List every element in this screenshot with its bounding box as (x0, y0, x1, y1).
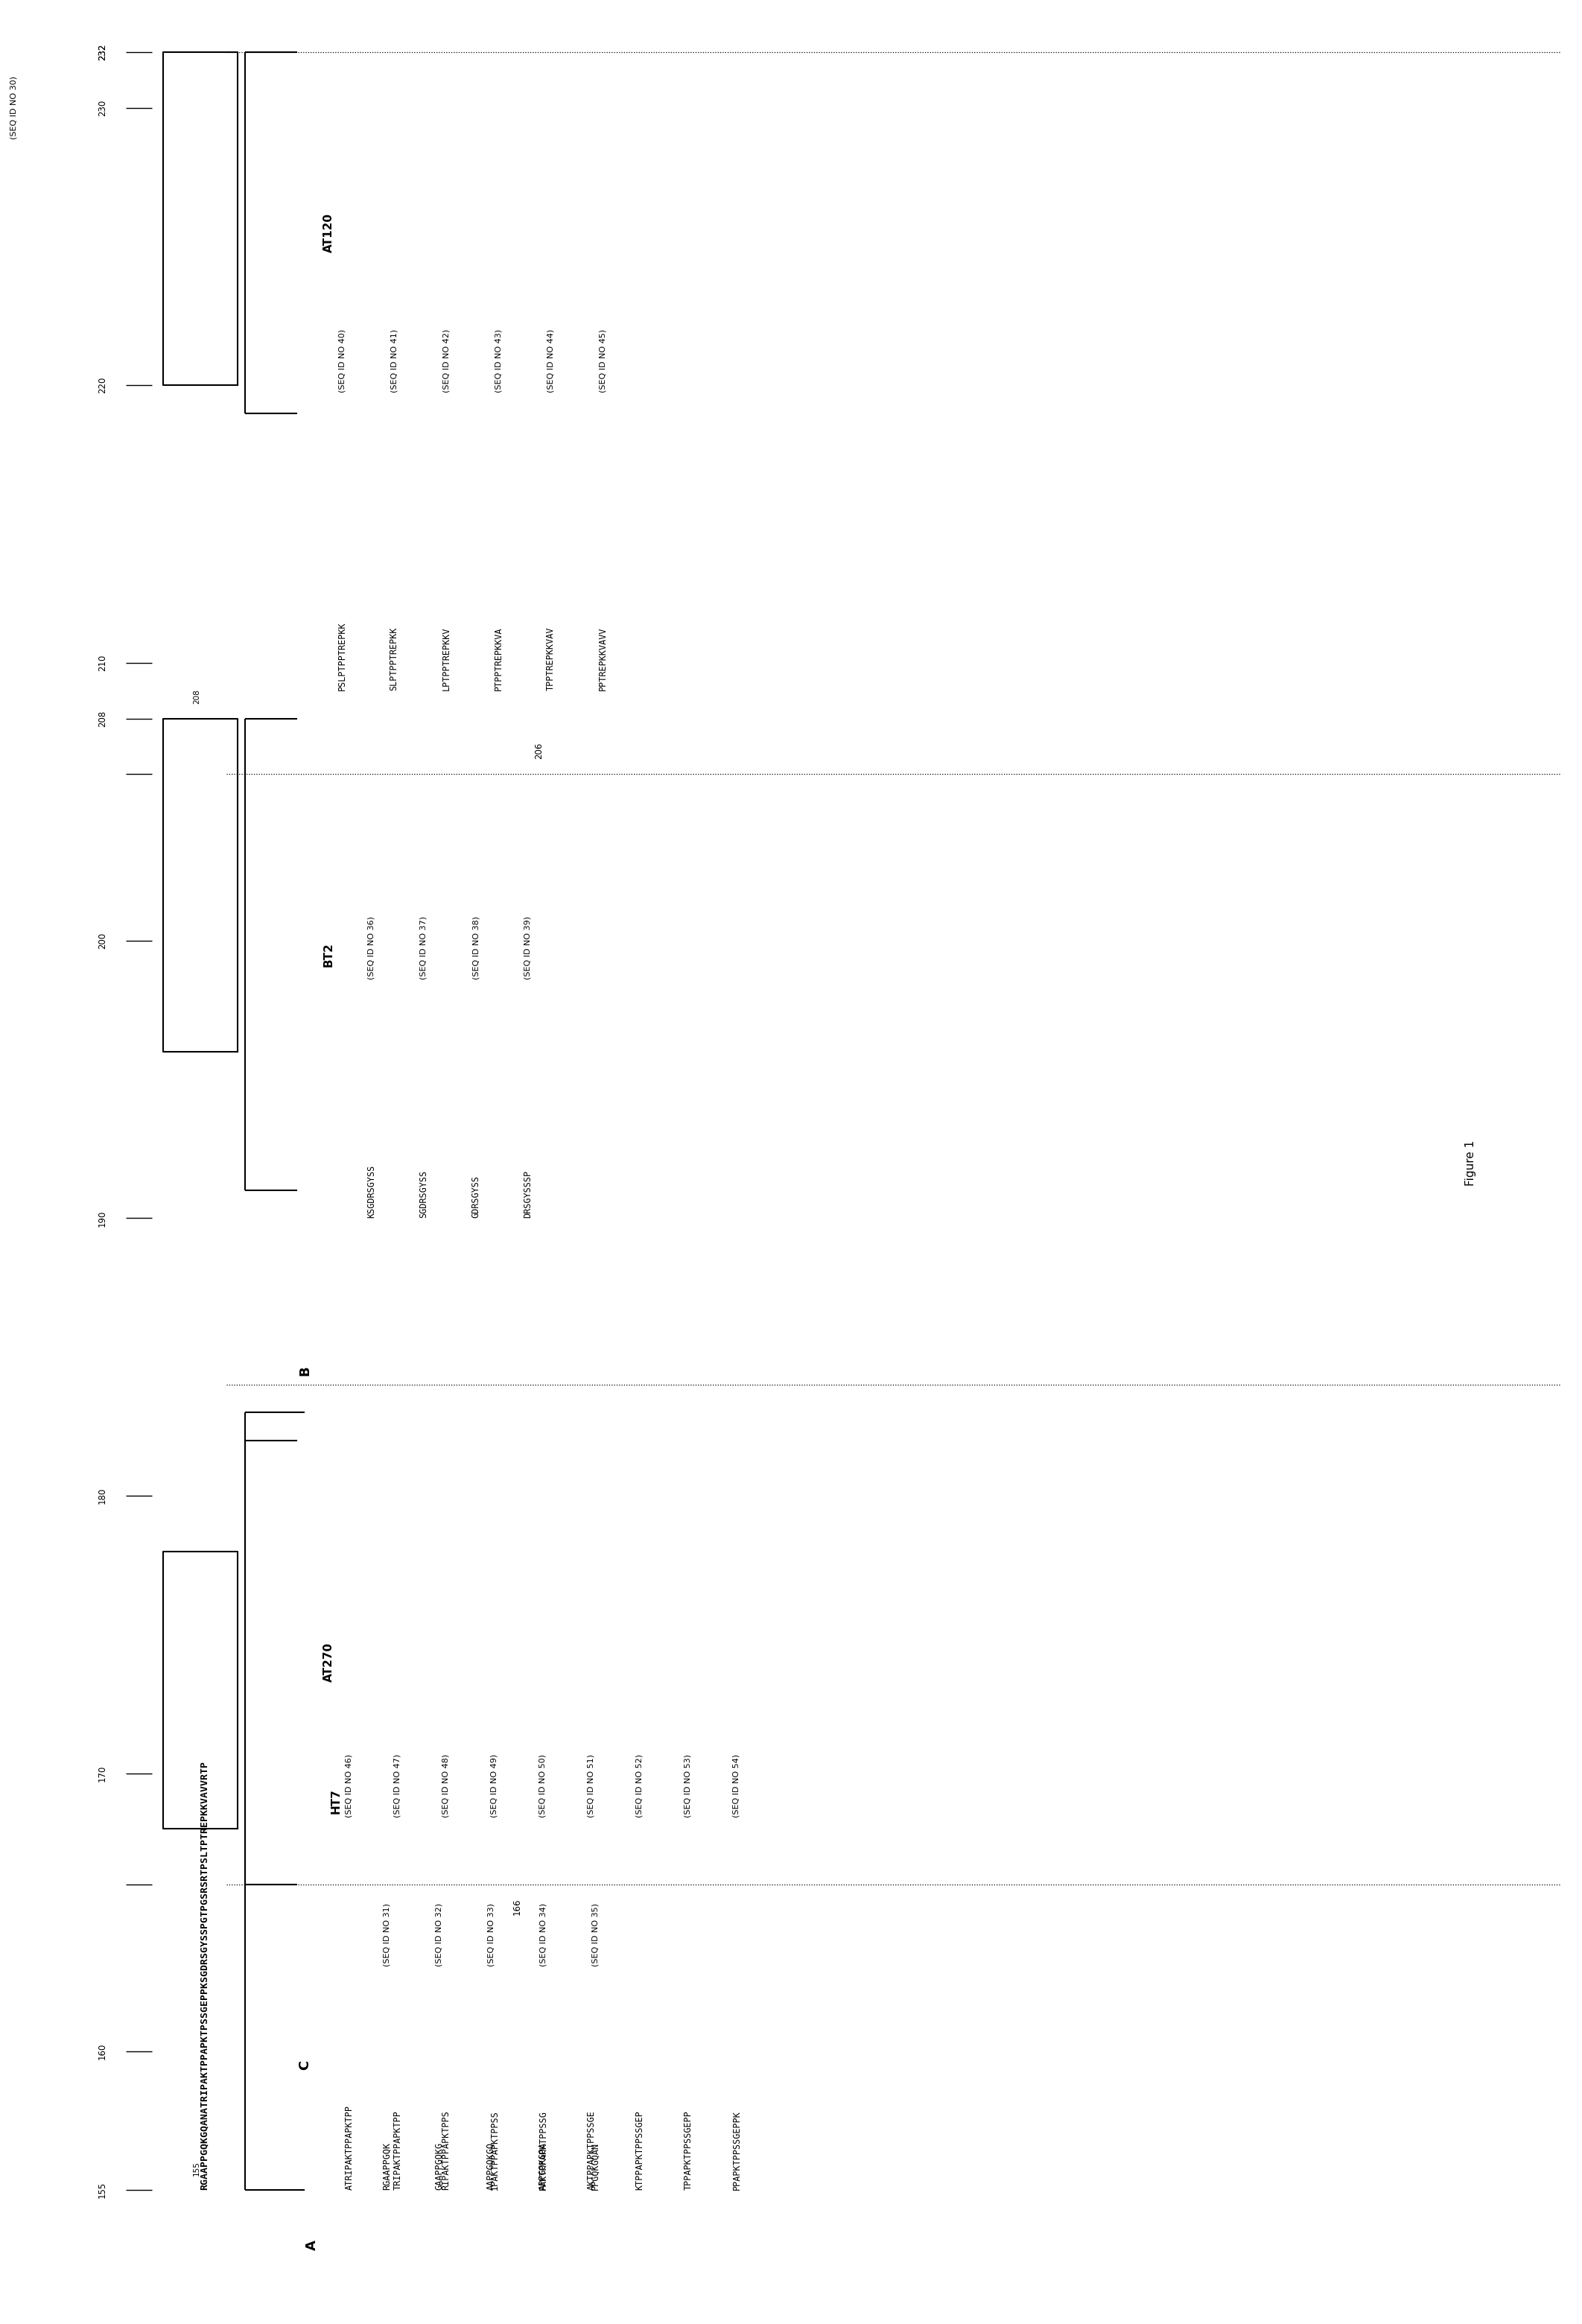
Text: TPPTREPKKVAV: TPPTREPKKVAV (546, 627, 555, 690)
Text: SLPTPPTREPKK: SLPTPPTREPKK (389, 627, 399, 690)
Text: (SEQ ID NO 52): (SEQ ID NO 52) (636, 1755, 644, 1817)
Text: (SEQ ID NO 46): (SEQ ID NO 46) (345, 1755, 353, 1817)
Text: (SEQ ID NO 37): (SEQ ID NO 37) (421, 916, 427, 981)
Text: AT120: AT120 (323, 214, 334, 253)
Text: (SEQ ID NO 43): (SEQ ID NO 43) (495, 330, 501, 393)
Text: Figure 1: Figure 1 (1465, 1139, 1476, 1185)
Text: RGAAPPGQK: RGAAPPGQK (381, 2143, 391, 2189)
Text: PPTREPKKVAVV: PPTREPKKVAVV (598, 627, 607, 690)
Text: (SEQ ID NO 40): (SEQ ID NO 40) (339, 330, 345, 393)
Text: (SEQ ID NO 34): (SEQ ID NO 34) (539, 1903, 547, 1966)
Text: 155: 155 (193, 2161, 201, 2175)
Text: AAPPGQKGQ: AAPPGQKGQ (486, 2143, 495, 2189)
Text: PPGQKGQAN: PPGQKGQAN (590, 2143, 600, 2189)
Text: 230: 230 (98, 100, 108, 116)
Text: (SEQ ID NO 38): (SEQ ID NO 38) (471, 916, 479, 981)
Text: 160: 160 (98, 2043, 108, 2059)
Text: (SEQ ID NO 53): (SEQ ID NO 53) (685, 1755, 691, 1817)
Text: 232: 232 (98, 44, 108, 60)
Text: TPPAPKTPPSSGEPP: TPPAPKTPPSSGEPP (683, 2110, 693, 2189)
Text: TRIPAKTPPAPKTPP: TRIPAKTPPAPKTPP (392, 2110, 402, 2189)
Text: GDRSGYSS: GDRSGYSS (471, 1176, 481, 1218)
Text: (SEQ ID NO 41): (SEQ ID NO 41) (391, 330, 397, 393)
Text: (SEQ ID NO 51): (SEQ ID NO 51) (587, 1755, 595, 1817)
Text: PTPPTREPKKVA: PTPPTREPKKVA (494, 627, 503, 690)
Text: HT7: HT7 (331, 1789, 342, 1813)
Text: AT270: AT270 (323, 1643, 334, 1683)
Text: (SEQ ID NO 35): (SEQ ID NO 35) (592, 1903, 600, 1966)
Text: (SEQ ID NO 49): (SEQ ID NO 49) (490, 1755, 498, 1817)
Text: 208: 208 (193, 688, 201, 704)
Text: RGAAPPGQKGQANATRIPAKTPPAPKTPSSGEPPKSGDRSGYSSPGTPGSRSRTPSLTPTREPKKVAVVRTP: RGAAPPGQKGQANATRIPAKTPPAPKTPSSGEPPKSGDRS… (199, 1762, 209, 2189)
Text: 206: 206 (535, 741, 544, 760)
Text: (SEQ ID NO 44): (SEQ ID NO 44) (547, 330, 554, 393)
Text: 170: 170 (98, 1766, 108, 1783)
Text: PPAPKTPPSSGEPPK: PPAPKTPPSSGEPPK (732, 2110, 742, 2189)
Text: 190: 190 (98, 1211, 108, 1227)
Text: 208: 208 (98, 711, 108, 727)
Text: C: C (297, 2059, 312, 2071)
Text: (SEQ ID NO 54): (SEQ ID NO 54) (732, 1755, 740, 1817)
Text: BT2: BT2 (323, 941, 334, 967)
Text: AKTPPAPKTPPSSGE: AKTPPAPKTPPSSGE (587, 2110, 596, 2189)
Text: 155: 155 (98, 2182, 108, 2199)
Text: SGDRSGYSS: SGDRSGYSS (419, 1171, 429, 1218)
Text: 180: 180 (98, 1487, 108, 1504)
Text: (SEQ ID NO 32): (SEQ ID NO 32) (435, 1903, 443, 1966)
Text: (SEQ ID NO 42): (SEQ ID NO 42) (443, 330, 449, 393)
Text: (SEQ ID NO 39): (SEQ ID NO 39) (524, 916, 532, 981)
Text: (SEQ ID NO 48): (SEQ ID NO 48) (443, 1755, 449, 1817)
Text: PSLPTPPTREPKK: PSLPTPPTREPKK (337, 623, 346, 690)
Text: (SEQ ID NO 45): (SEQ ID NO 45) (600, 330, 606, 393)
Text: DRSGYSSSP: DRSGYSSSP (524, 1171, 533, 1218)
Text: B: B (297, 1367, 312, 1376)
Text: A: A (305, 2240, 320, 2250)
Text: 232: 232 (98, 44, 108, 60)
Text: ATRIPAKTPPAPKTPP: ATRIPAKTPPAPKTPP (345, 2106, 354, 2189)
Text: 166: 166 (513, 1899, 522, 1915)
Text: (SEQ ID NO 31): (SEQ ID NO 31) (383, 1903, 391, 1966)
Text: PAKTPPAPKTPPSSG: PAKTPPAPKTPPSSG (538, 2110, 547, 2189)
Text: (SEQ ID NO 30): (SEQ ID NO 30) (11, 77, 17, 139)
Text: RIPAKTPPAPKTPPS: RIPAKTPPAPKTPPS (441, 2110, 451, 2189)
Text: (SEQ ID NO 50): (SEQ ID NO 50) (539, 1755, 547, 1817)
Text: GAAPPGQKG: GAAPPGQKG (433, 2143, 443, 2189)
Text: 220: 220 (98, 376, 108, 393)
Text: KTPPAPKTPPSSGEP: KTPPAPKTPPSSGEP (634, 2110, 644, 2189)
Text: (SEQ ID NO 47): (SEQ ID NO 47) (394, 1755, 402, 1817)
Text: APPGQKGQA: APPGQKGQA (538, 2143, 547, 2189)
Text: (SEQ ID NO 36): (SEQ ID NO 36) (369, 916, 375, 981)
Text: 200: 200 (98, 932, 108, 948)
Text: KSGDRSGYSS: KSGDRSGYSS (367, 1164, 377, 1218)
Text: (SEQ ID NO 33): (SEQ ID NO 33) (487, 1903, 495, 1966)
Text: 210: 210 (98, 655, 108, 672)
Text: LPTPPTREPKKV: LPTPPTREPKKV (441, 627, 451, 690)
Text: IPAKTPPAPKTPPSS: IPAKTPPAPKTPPSS (490, 2110, 500, 2189)
